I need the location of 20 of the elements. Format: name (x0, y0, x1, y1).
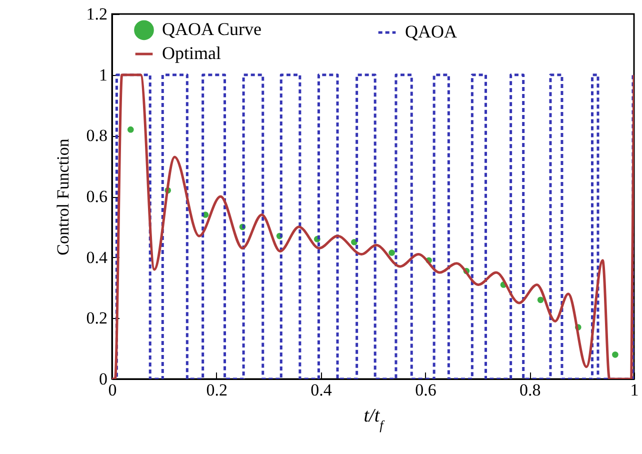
x-tick-label: 0.8 (519, 380, 541, 400)
legend-label: QAOA Curve (162, 19, 262, 40)
y-tick-label: 0.8 (86, 126, 108, 146)
x-axis-title: t/t$_{f}$ (364, 406, 386, 432)
point (127, 126, 134, 133)
legend-label: QAOA (405, 22, 457, 42)
y-tick-label: 1.2 (86, 4, 108, 24)
x-tick-label: 0.6 (415, 380, 436, 400)
x-tick-label: 0.4 (310, 380, 332, 400)
x-tick-label: 1 (630, 380, 639, 400)
legend-label: Optimal (162, 43, 221, 63)
y-tick-label: 1 (99, 65, 108, 84)
y-axis-title: Control Function (53, 138, 72, 256)
x-tick-label: 0.2 (206, 380, 228, 400)
point (388, 250, 395, 256)
y-tick-label: 0.2 (86, 308, 108, 328)
y-tick-label: 0.6 (86, 187, 108, 206)
point (537, 296, 544, 304)
y-tick-label: 0.4 (86, 248, 108, 267)
point (612, 352, 618, 358)
